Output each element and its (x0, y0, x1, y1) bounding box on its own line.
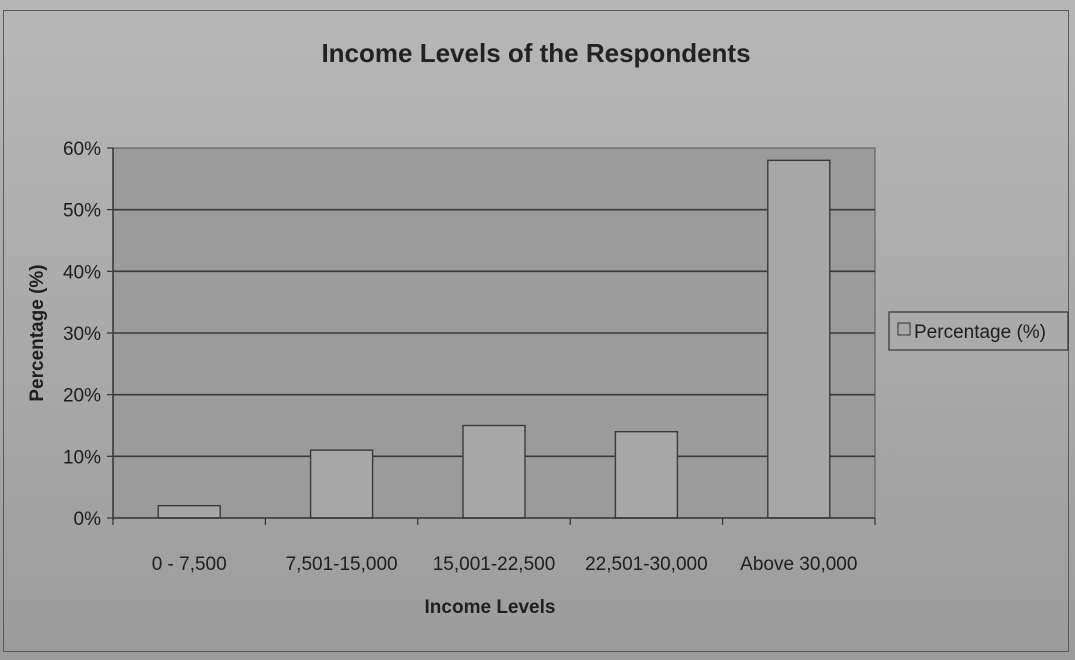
bar-1 (309, 449, 374, 519)
legend: Percentage (%) (888, 311, 1069, 351)
y-tick-label: 30% (63, 324, 101, 345)
y-tick-labels: 0% 10% 20% 30% 40% 50% 60% (63, 139, 113, 530)
x-tick-label: Above 30,000 (740, 554, 857, 575)
bar-2 (462, 424, 526, 519)
x-tick-label: 22,501-30,000 (585, 554, 708, 575)
legend-swatch (897, 322, 911, 336)
bar-0 (157, 504, 221, 519)
y-tick-label: 20% (63, 386, 101, 407)
bar-3 (614, 430, 679, 519)
y-tick-label: 0% (74, 509, 102, 530)
legend-label: Percentage (%) (914, 322, 1046, 343)
y-tick-label: 40% (63, 262, 101, 283)
x-axis-label: Income Levels (425, 597, 556, 618)
bars (157, 159, 831, 519)
legend-box (888, 311, 1069, 351)
chart-title: Income Levels of the Respondents (321, 38, 750, 68)
y-tick-label: 60% (63, 139, 101, 160)
x-tick-label: 7,501-15,000 (286, 554, 398, 575)
x-tick-label: 0 - 7,500 (152, 554, 227, 575)
x-tick-label: 15,001-22,500 (433, 554, 556, 575)
y-tick-label: 10% (63, 447, 101, 468)
bar-4 (767, 159, 831, 519)
y-tick-label: 50% (63, 201, 101, 222)
y-axis-label: Percentage (%) (27, 264, 48, 401)
x-tick-labels: 0 - 7,500 7,501-15,000 15,001-22,500 22,501… (112, 518, 876, 575)
